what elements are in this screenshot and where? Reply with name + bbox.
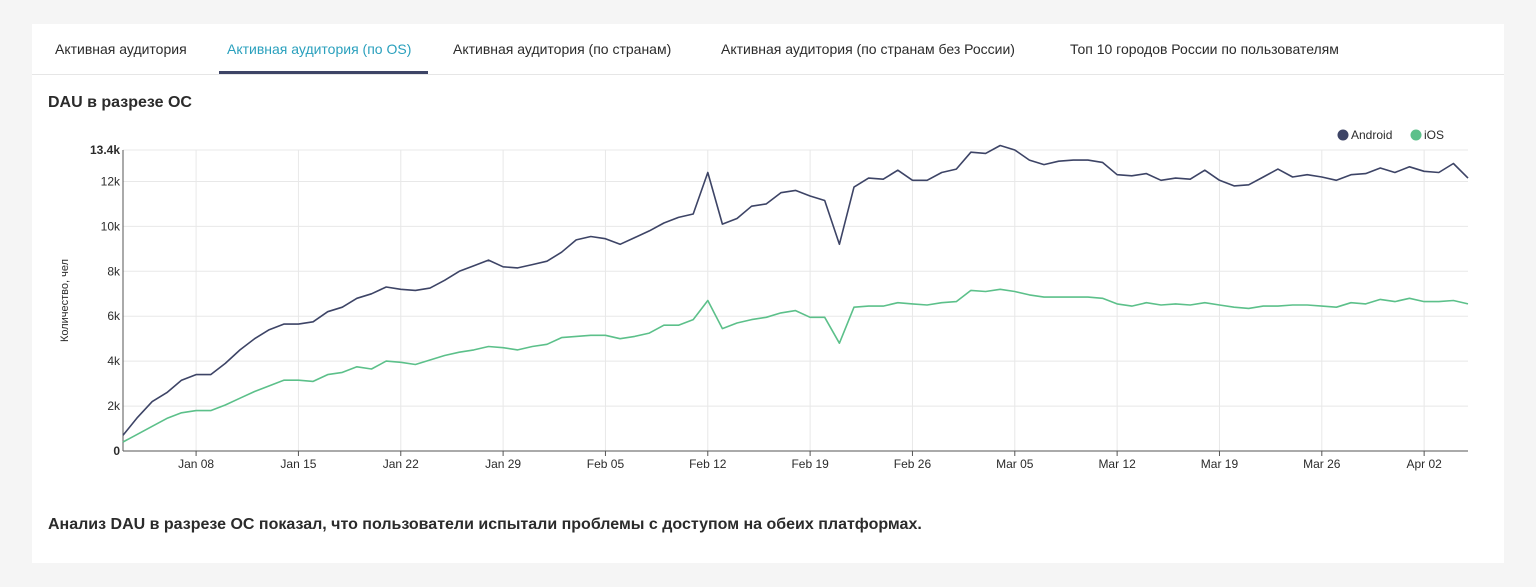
- tab-top10-russian-cities[interactable]: Топ 10 городов России по пользователям: [1070, 41, 1339, 57]
- legend-marker-ios[interactable]: [1410, 129, 1422, 141]
- y-tick-label: 8k: [107, 264, 121, 278]
- x-tick-label: Apr 02: [1406, 457, 1442, 471]
- x-tick-label: Mar 19: [1201, 457, 1239, 471]
- legend-marker-android[interactable]: [1337, 129, 1349, 141]
- x-tick-label: Jan 22: [383, 457, 419, 471]
- y-tick-label: 10k: [101, 219, 121, 233]
- x-tick-label: Feb 19: [791, 457, 829, 471]
- tab-active-audience-by-os[interactable]: Активная аудитория (по OS): [227, 41, 412, 57]
- tab-bar: Активная аудитория Активная аудитория (п…: [32, 24, 1504, 75]
- x-tick-label: Jan 08: [178, 457, 214, 471]
- x-tick-label: Feb 05: [587, 457, 625, 471]
- series-line-android: [122, 144, 1469, 436]
- x-tick-label: Mar 12: [1098, 457, 1136, 471]
- legend-label-android[interactable]: Android: [1351, 128, 1392, 142]
- x-tick-label: Feb 12: [689, 457, 727, 471]
- y-axis-label: Количество, чел: [59, 259, 71, 342]
- y-tick-label: 4k: [107, 354, 121, 368]
- dau-line-chart: 0 2k 4k 6k 8k 10k 12k 13.4k Jan 08 Jan 15 Jan 22 Ja…: [59, 128, 1469, 471]
- y-tick-label: 0: [113, 444, 120, 458]
- dashboard-card: Активная аудитория Активная аудитория (п…: [32, 24, 1504, 563]
- x-tick-label: Jan 29: [485, 457, 521, 471]
- analysis-summary: Анализ DAU в разрезе ОС показал, что пол…: [48, 516, 922, 533]
- tab-active-audience-by-country-excl-russia[interactable]: Активная аудитория (по странам без Росси…: [721, 41, 1015, 57]
- y-tick-label: 12k: [101, 174, 121, 188]
- x-tick-label: Mar 26: [1303, 457, 1341, 471]
- x-tick-label: Feb 26: [894, 457, 932, 471]
- tab-active-audience[interactable]: Активная аудитория: [55, 41, 187, 57]
- y-tick-label: 13.4k: [90, 143, 120, 157]
- y-tick-label: 2k: [107, 399, 121, 413]
- x-tick-label: Mar 05: [996, 457, 1034, 471]
- tab-active-audience-by-country[interactable]: Активная аудитория (по странам): [453, 41, 672, 57]
- series-line-ios: [122, 288, 1469, 443]
- x-tick-label: Jan 15: [280, 457, 316, 471]
- y-tick-label: 6k: [107, 309, 121, 323]
- legend-label-ios[interactable]: iOS: [1424, 128, 1444, 142]
- active-tab-indicator: [219, 71, 428, 74]
- chart-title: DAU в разрезе ОС: [48, 94, 192, 111]
